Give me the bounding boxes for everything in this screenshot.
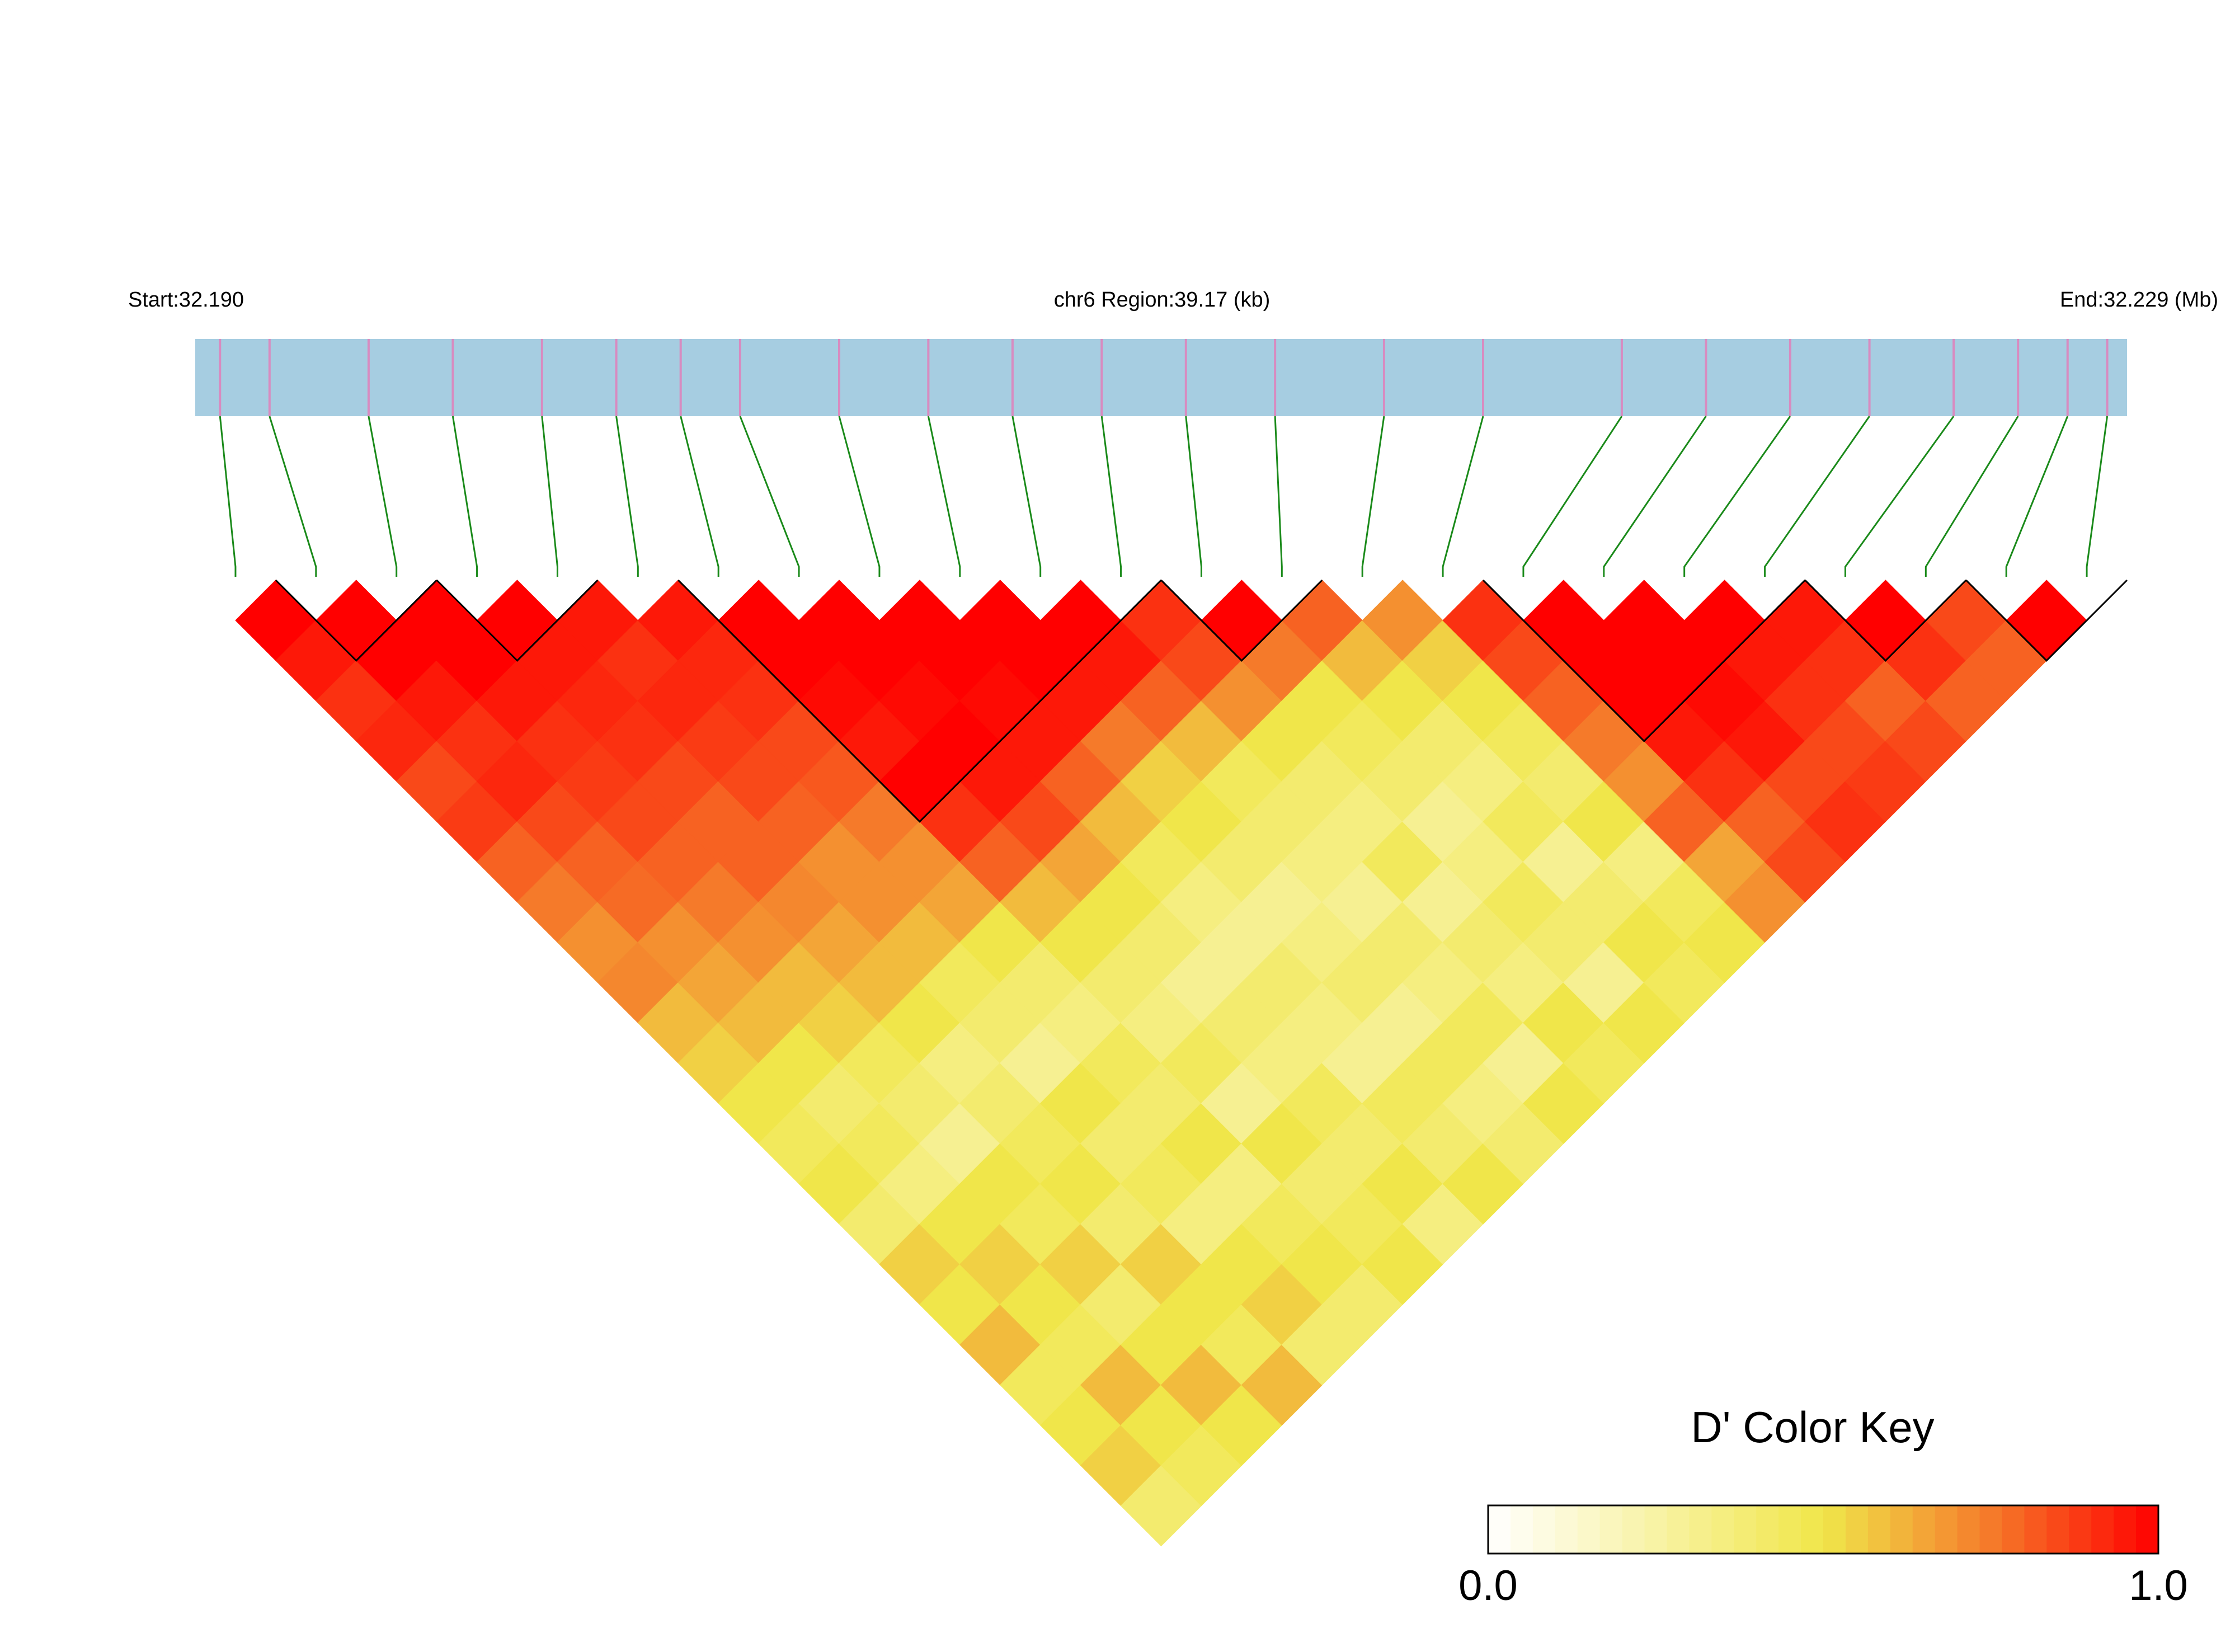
key-swatch	[1957, 1505, 1980, 1554]
key-swatch	[1599, 1505, 1623, 1554]
key-tick-label: 0.0	[1458, 1562, 1518, 1609]
key-swatch	[1867, 1505, 1891, 1554]
snp-link	[927, 416, 961, 577]
key-swatch	[1823, 1505, 1846, 1554]
snp-link	[1185, 416, 1202, 577]
snp-link	[1764, 416, 1870, 577]
snp-link	[1683, 416, 1791, 577]
key-swatch	[1890, 1505, 1913, 1554]
ld-block	[436, 579, 599, 662]
snp-link	[2005, 416, 2069, 577]
key-swatch	[1644, 1505, 1667, 1554]
snp-link	[269, 416, 317, 577]
ld-block	[275, 579, 437, 662]
region-title: chr6 Region:39.17 (kb)	[1054, 288, 1271, 312]
key-swatch	[1577, 1505, 1601, 1554]
key-swatch	[1801, 1505, 1824, 1554]
key-tick-label: 1.0	[2129, 1562, 2188, 1609]
ld-block	[1482, 579, 1806, 742]
key-swatch	[1756, 1505, 1779, 1554]
key-frame	[1487, 1504, 2159, 1555]
key-swatch	[1979, 1505, 2002, 1554]
key-title: D' Color Key	[1691, 1402, 1934, 1452]
snp-link	[1522, 416, 1623, 577]
ld-block	[1804, 579, 1967, 662]
key-swatch	[1510, 1505, 1533, 1554]
key-swatch	[1734, 1505, 1757, 1554]
key-swatch	[2091, 1505, 2114, 1554]
snp-link	[1844, 416, 1955, 577]
snp-link	[541, 416, 558, 577]
key-swatch	[1689, 1505, 1712, 1554]
key-swatch	[2069, 1505, 2092, 1554]
snp-link	[615, 416, 639, 577]
key-swatch	[1935, 1505, 1958, 1554]
gene-bar	[195, 339, 2127, 416]
start-label: Start:32.190	[128, 288, 244, 312]
snp-link	[1603, 416, 1707, 577]
snp-link	[2086, 416, 2109, 577]
key-swatch	[2002, 1505, 2025, 1554]
end-label: End:32.229 (Mb)	[2060, 288, 2218, 312]
key-swatch	[1711, 1505, 1734, 1554]
key-swatch	[1488, 1505, 1511, 1554]
key-swatch	[1845, 1505, 1869, 1554]
key-swatch	[2114, 1505, 2137, 1554]
ld-block	[1160, 579, 1323, 662]
ld-block	[677, 579, 1162, 823]
snp-link	[680, 416, 719, 577]
snp-link	[1011, 416, 1042, 577]
snp-link	[1925, 416, 2019, 577]
key-swatch	[1555, 1505, 1578, 1554]
snp-link	[1100, 416, 1122, 577]
snp-link	[739, 416, 800, 577]
snp-link	[1274, 416, 1283, 577]
key-swatch	[1622, 1505, 1645, 1554]
key-swatch	[2046, 1505, 2069, 1554]
key-swatch	[1532, 1505, 1556, 1554]
snp-link	[1361, 416, 1385, 577]
key-swatch	[1778, 1505, 1801, 1554]
key-swatch	[1912, 1505, 1936, 1554]
snp-link	[1442, 416, 1484, 577]
key-swatch	[2136, 1505, 2159, 1554]
snp-link	[368, 416, 398, 577]
snp-link	[838, 416, 881, 577]
key-swatch	[1667, 1505, 1690, 1554]
snp-link	[451, 416, 478, 577]
key-swatch	[2024, 1505, 2047, 1554]
snp-link	[219, 416, 237, 577]
ld-block	[1965, 579, 2128, 662]
